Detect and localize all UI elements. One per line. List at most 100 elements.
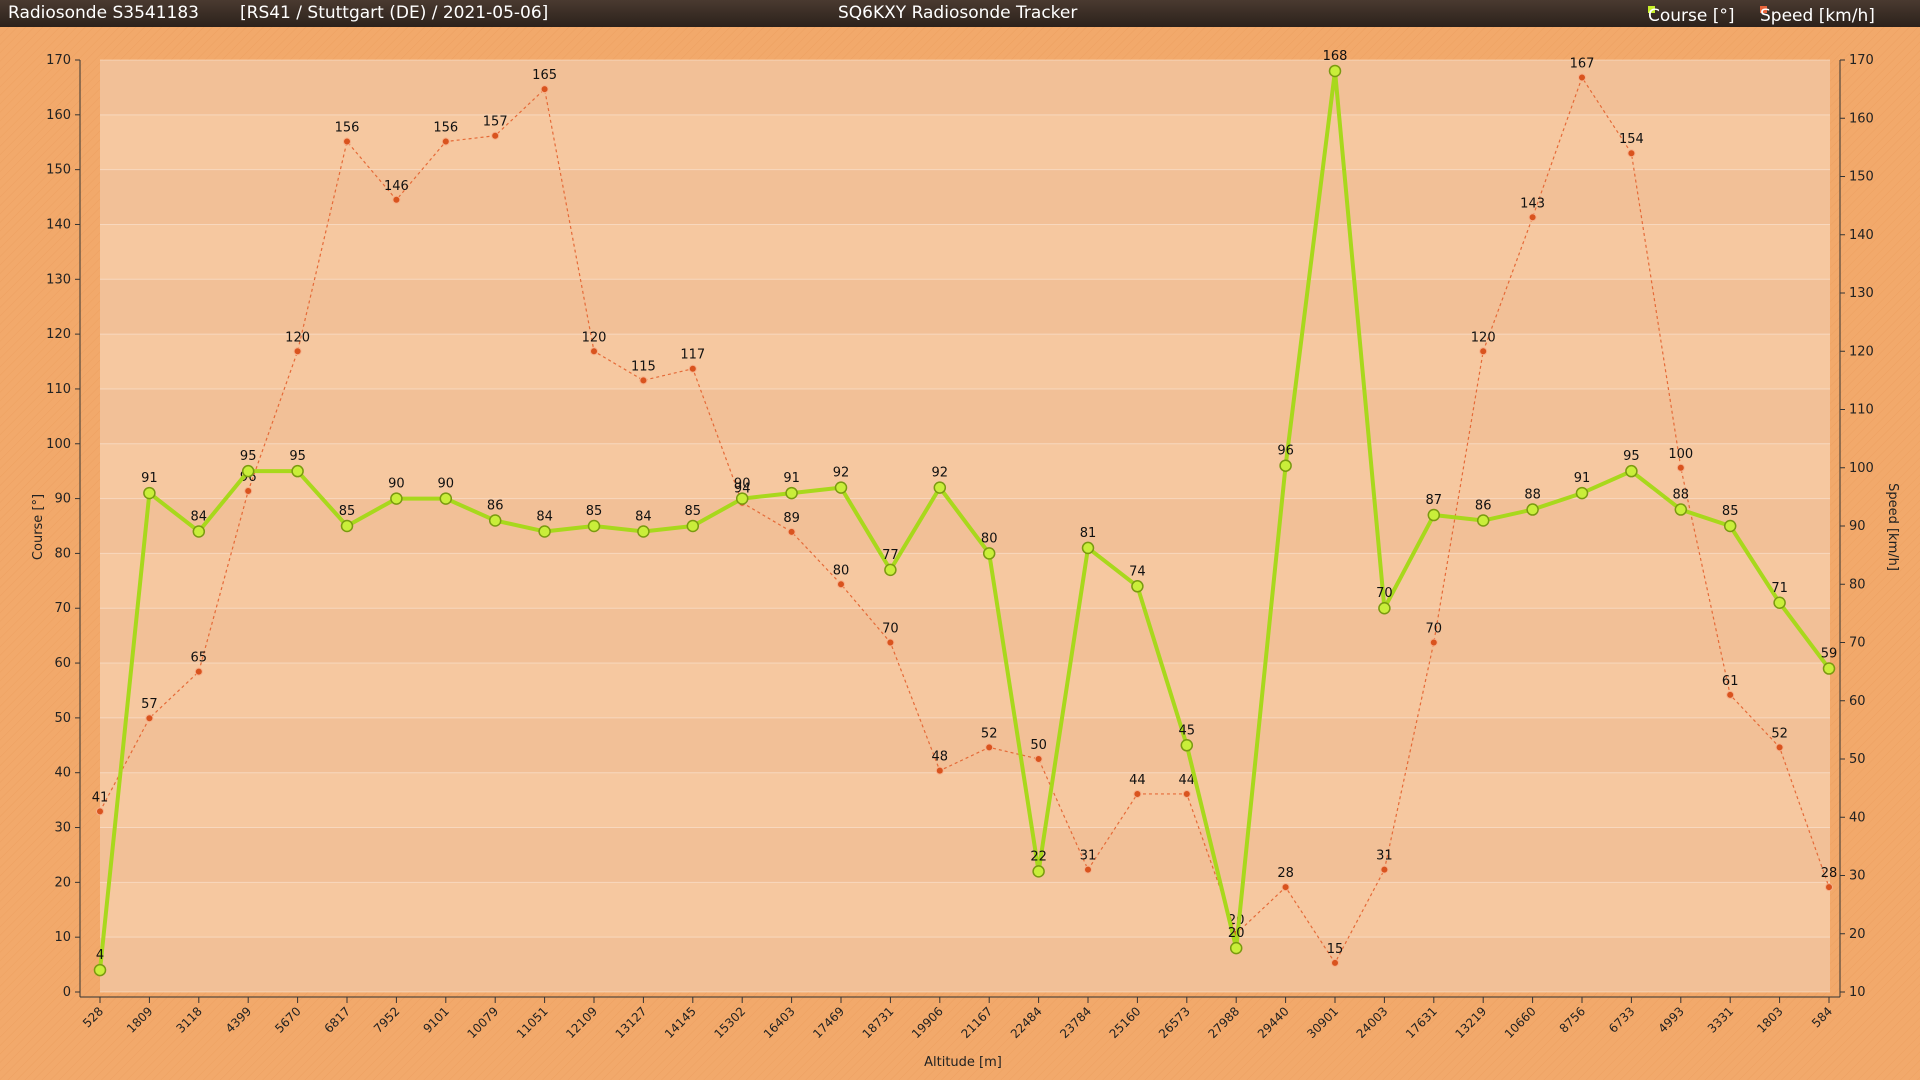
speed-point: [1775, 743, 1784, 752]
course-point: [1575, 486, 1589, 500]
y-left-tick-label: 40: [54, 766, 71, 781]
speed-data-label: 44: [1179, 773, 1196, 788]
course-data-label: 88: [1524, 488, 1541, 503]
y-left-tick-label: 60: [54, 656, 71, 671]
speed-data-label: 52: [981, 726, 998, 741]
y-left-tick-label: 70: [54, 601, 71, 616]
y-left-tick-label: 50: [54, 711, 71, 726]
course-point: [143, 486, 156, 500]
speed-point: [1726, 690, 1735, 699]
speed-point: [837, 580, 845, 589]
y-right-tick-label: 20: [1849, 927, 1866, 942]
y-left-tick-label: 120: [46, 327, 71, 342]
course-point: [1822, 662, 1836, 675]
course-point: [390, 492, 403, 505]
course-point: [1229, 941, 1243, 955]
course-point: [1328, 64, 1342, 78]
y-left-tick-label: 110: [46, 382, 71, 397]
course-point: [637, 525, 650, 538]
speed-point: [145, 714, 154, 723]
speed-point: [1084, 865, 1092, 874]
y-left-tick-label: 0: [63, 985, 71, 1000]
course-point: [1131, 580, 1144, 593]
y-left-tick-label: 20: [54, 875, 71, 890]
course-data-label: 85: [339, 504, 356, 519]
speed-point: [688, 364, 697, 373]
course-data-label: 45: [1179, 723, 1196, 738]
plot-band: [100, 827, 1830, 883]
plot-band: [100, 608, 1830, 664]
course-point: [834, 481, 848, 494]
speed-point: [194, 667, 203, 676]
y-right-tick-label: 50: [1849, 752, 1866, 767]
speed-point: [935, 766, 944, 775]
title-bar: Radiosonde S3541183 [RS41 / Stuttgart (D…: [0, 0, 1920, 27]
speed-data-label: 120: [582, 330, 607, 345]
plot-band: [100, 279, 1830, 335]
speed-data-label: 57: [141, 697, 158, 712]
y-right-tick-label: 80: [1849, 577, 1866, 592]
course-data-label: 96: [1277, 444, 1294, 459]
course-point: [884, 563, 897, 577]
speed-data-label: 48: [932, 750, 949, 765]
course-legend-swatch: [1648, 6, 1655, 13]
y-left-tick-label: 80: [54, 546, 71, 561]
course-point: [785, 486, 798, 500]
speed-data-label: 94: [734, 482, 751, 497]
course-data-label: 91: [141, 471, 158, 486]
speed-data-label: 157: [483, 115, 508, 130]
y-right-tick-label: 40: [1849, 810, 1866, 825]
plot-band: [100, 498, 1830, 554]
course-data-label: 4: [96, 948, 104, 963]
speed-data-label: 70: [1426, 622, 1443, 637]
speed-data-label: 154: [1619, 132, 1644, 147]
y-right-tick-label: 160: [1849, 111, 1874, 126]
course-data-label: 86: [487, 499, 504, 514]
speed-data-label: 146: [384, 179, 409, 194]
speed-point: [1676, 463, 1685, 472]
speed-point: [1578, 73, 1586, 82]
plot-area: [100, 59, 1830, 993]
course-data-label: 95: [240, 449, 257, 464]
y-right-tick-label: 130: [1849, 286, 1874, 301]
speed-data-label: 61: [1722, 674, 1739, 689]
course-point: [192, 525, 206, 538]
y-axis-right-label: Speed [km/h]: [1885, 483, 1900, 571]
course-point: [1723, 519, 1737, 533]
x-axis-label: Altitude [m]: [924, 1055, 1002, 1070]
y-right-tick-label: 30: [1849, 869, 1866, 884]
course-point: [241, 464, 255, 478]
course-data-label: 85: [685, 504, 702, 519]
speed-data-label: 167: [1570, 56, 1595, 71]
course-data-label: 84: [191, 509, 208, 524]
speed-data-label: 65: [191, 651, 208, 666]
speed-point: [1479, 347, 1488, 356]
y-left-tick-label: 90: [54, 492, 71, 507]
speed-point: [1380, 865, 1389, 874]
course-point: [1180, 739, 1194, 752]
plot-band: [100, 60, 1830, 115]
speed-data-label: 31: [1080, 849, 1097, 864]
y-right-tick-label: 120: [1849, 344, 1874, 359]
course-point: [538, 525, 551, 538]
course-point: [1032, 865, 1045, 878]
speed-point: [441, 137, 450, 146]
speed-data-label: 80: [833, 563, 850, 578]
course-data-label: 92: [833, 466, 850, 481]
y-right-tick-label: 60: [1849, 694, 1866, 709]
speed-point: [1429, 638, 1438, 647]
y-right-tick-label: 90: [1849, 519, 1866, 534]
plot-band: [100, 169, 1830, 225]
speed-data-label: 120: [1471, 330, 1496, 345]
course-point: [1427, 508, 1441, 522]
course-point: [1081, 541, 1095, 555]
plot-band: [100, 937, 1830, 992]
speed-point: [491, 131, 500, 140]
speed-point: [343, 137, 351, 146]
course-line: [98, 68, 1831, 971]
y-right-tick-label: 150: [1849, 170, 1874, 185]
speed-data-label: 143: [1520, 196, 1545, 211]
course-series: 4 91 84 95 95 85 90 90 86 84 85 84 85 90 91 92 77 92 80 22 8…: [93, 49, 1837, 977]
course-data-label: 74: [1129, 564, 1146, 579]
course-point: [982, 547, 996, 560]
